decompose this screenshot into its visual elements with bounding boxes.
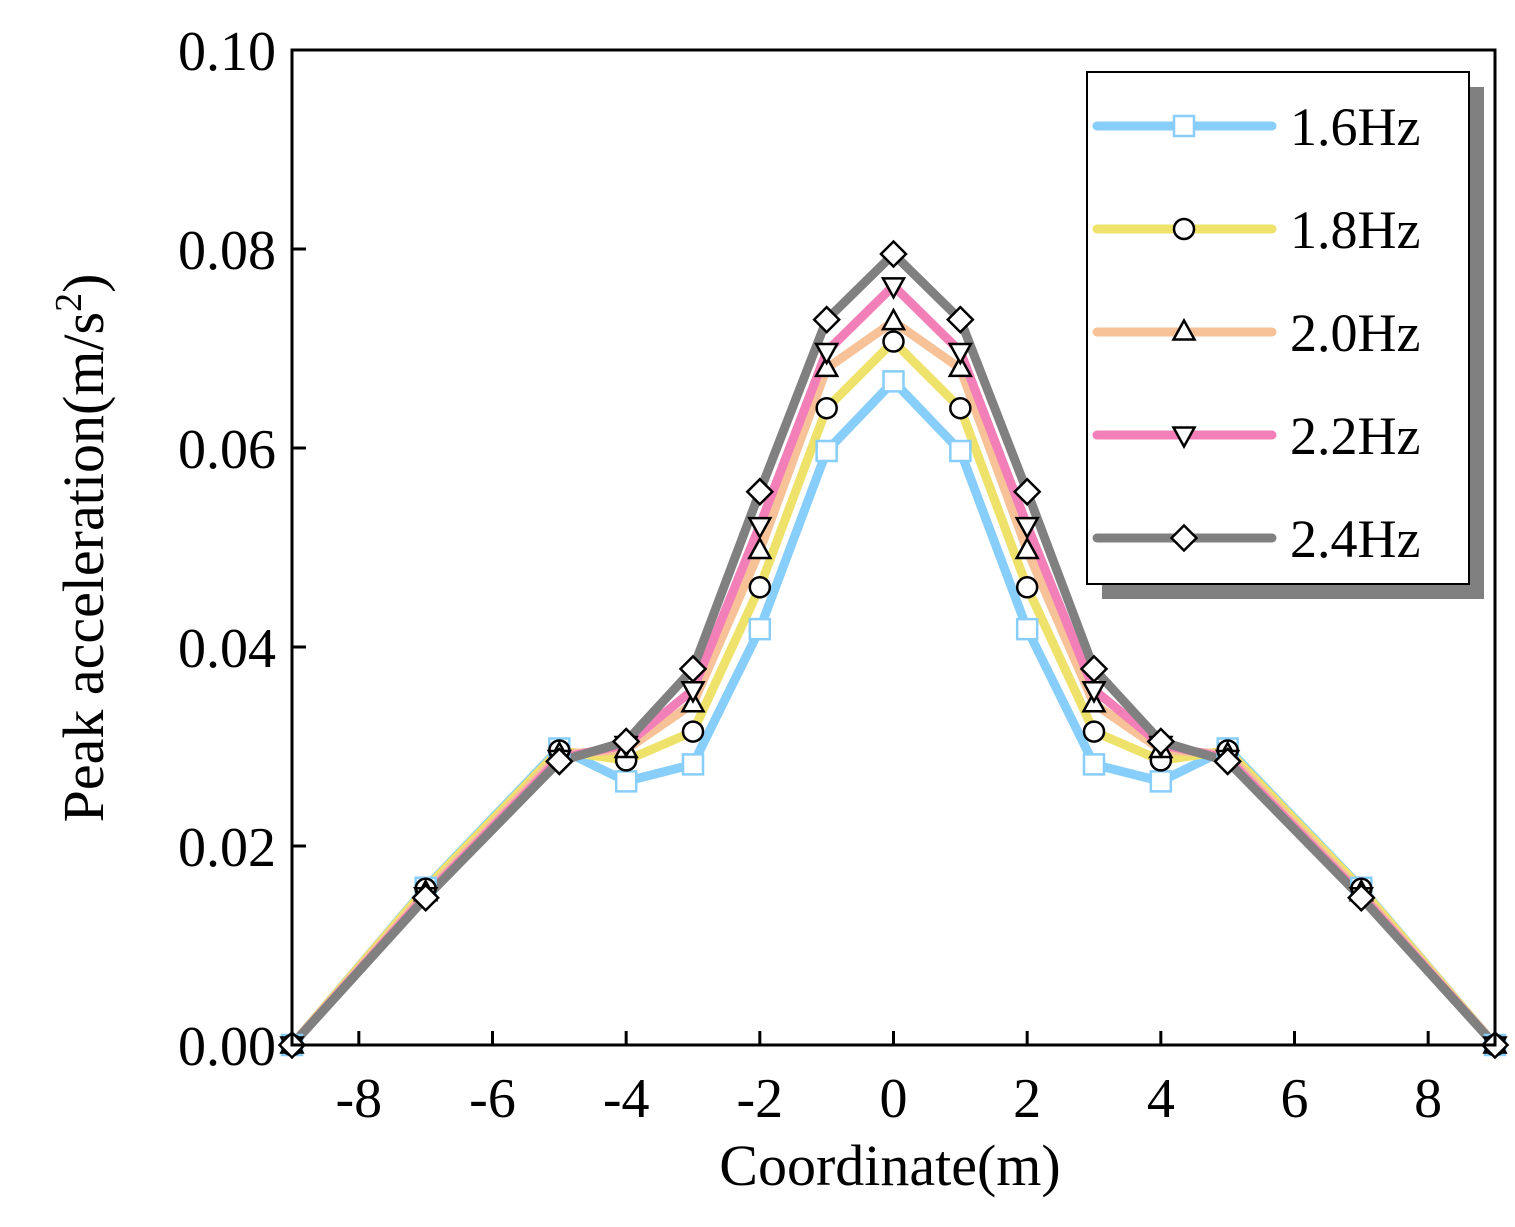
legend-marker bbox=[1171, 426, 1197, 450]
x-tick-label: 2 bbox=[1013, 1068, 1041, 1130]
x-tick-label: -6 bbox=[469, 1068, 516, 1130]
y-tick-label: 0.10 bbox=[178, 21, 276, 83]
data-point bbox=[947, 342, 973, 366]
legend: 1.6Hz 1.8Hz 2.0Hz 2.2Hz 2.4Hz bbox=[1086, 71, 1484, 599]
data-point bbox=[1015, 576, 1039, 599]
data-point bbox=[1082, 720, 1106, 743]
y-axis: 0.00 0.02 0.04 0.06 0.08 0.10 bbox=[178, 21, 306, 1078]
data-point bbox=[814, 354, 840, 378]
legend-label: 2.2Hz bbox=[1290, 406, 1420, 466]
x-axis-title: Coordinate(m) bbox=[719, 1133, 1060, 1198]
data-point bbox=[814, 342, 840, 366]
data-point bbox=[815, 396, 838, 420]
data-point bbox=[1015, 617, 1039, 641]
data-point bbox=[1082, 753, 1106, 776]
data-point bbox=[880, 277, 907, 300]
legend-marker bbox=[1172, 114, 1196, 138]
x-tick-label: 6 bbox=[1281, 1068, 1309, 1130]
data-point bbox=[748, 617, 772, 641]
data-point bbox=[879, 239, 908, 269]
data-point bbox=[946, 305, 975, 334]
legend-items: 1.6Hz 1.8Hz 2.0Hz 2.2Hz 2.4Hz bbox=[1092, 97, 1420, 569]
x-tick-label: 0 bbox=[880, 1068, 908, 1130]
data-point bbox=[614, 770, 638, 793]
legend-label: 2.4Hz bbox=[1290, 509, 1420, 569]
data-point bbox=[1012, 477, 1042, 507]
data-point bbox=[747, 536, 773, 560]
data-point bbox=[1213, 747, 1242, 776]
x-tick-label: -8 bbox=[336, 1068, 383, 1130]
y-axis-title-superscript: 2 bbox=[48, 293, 90, 312]
data-point bbox=[411, 883, 440, 913]
data-point bbox=[681, 720, 705, 743]
x-axis: -8 -6 -4 -2 0 2 4 6 8 bbox=[336, 1031, 1442, 1130]
data-point bbox=[747, 516, 773, 540]
data-point bbox=[882, 330, 905, 353]
data-point bbox=[611, 727, 641, 756]
x-tick-label: 8 bbox=[1414, 1068, 1442, 1130]
legend-marker bbox=[1169, 523, 1199, 553]
data-point bbox=[947, 354, 973, 378]
x-tick-label: -2 bbox=[737, 1068, 784, 1130]
data-point bbox=[1347, 883, 1376, 913]
y-axis-title: Peak acceleration(m/s2) bbox=[48, 274, 116, 823]
data-point bbox=[949, 439, 972, 463]
data-point bbox=[745, 477, 775, 507]
series-layer bbox=[277, 239, 1510, 1060]
data-point bbox=[949, 396, 972, 420]
legend-label: 1.6Hz bbox=[1290, 97, 1420, 157]
legend-label: 2.0Hz bbox=[1290, 303, 1420, 363]
y-tick-label: 0.00 bbox=[178, 1016, 276, 1078]
y-axis-title-main: Peak acceleration(m/s bbox=[51, 312, 116, 822]
data-point bbox=[880, 307, 907, 331]
data-point bbox=[748, 576, 772, 599]
data-point bbox=[882, 370, 905, 393]
legend-label: 1.8Hz bbox=[1290, 200, 1420, 260]
data-point bbox=[815, 439, 838, 463]
y-tick-label: 0.06 bbox=[178, 419, 276, 481]
y-tick-label: 0.08 bbox=[178, 220, 276, 282]
data-point bbox=[1146, 727, 1176, 756]
legend-marker bbox=[1171, 317, 1197, 341]
data-point bbox=[1149, 770, 1173, 793]
y-tick-label: 0.04 bbox=[178, 618, 276, 680]
y-axis-title-close: ) bbox=[51, 274, 116, 293]
data-point bbox=[678, 654, 708, 684]
data-point bbox=[1079, 654, 1109, 684]
y-tick-label: 0.02 bbox=[178, 817, 276, 879]
data-point bbox=[1014, 536, 1040, 560]
data-point bbox=[1014, 516, 1040, 540]
x-tick-label: 4 bbox=[1147, 1068, 1175, 1130]
x-tick-label: -4 bbox=[603, 1068, 650, 1130]
legend-marker bbox=[1172, 217, 1196, 241]
data-point bbox=[681, 753, 705, 776]
data-point bbox=[812, 305, 841, 334]
data-point bbox=[545, 747, 574, 776]
